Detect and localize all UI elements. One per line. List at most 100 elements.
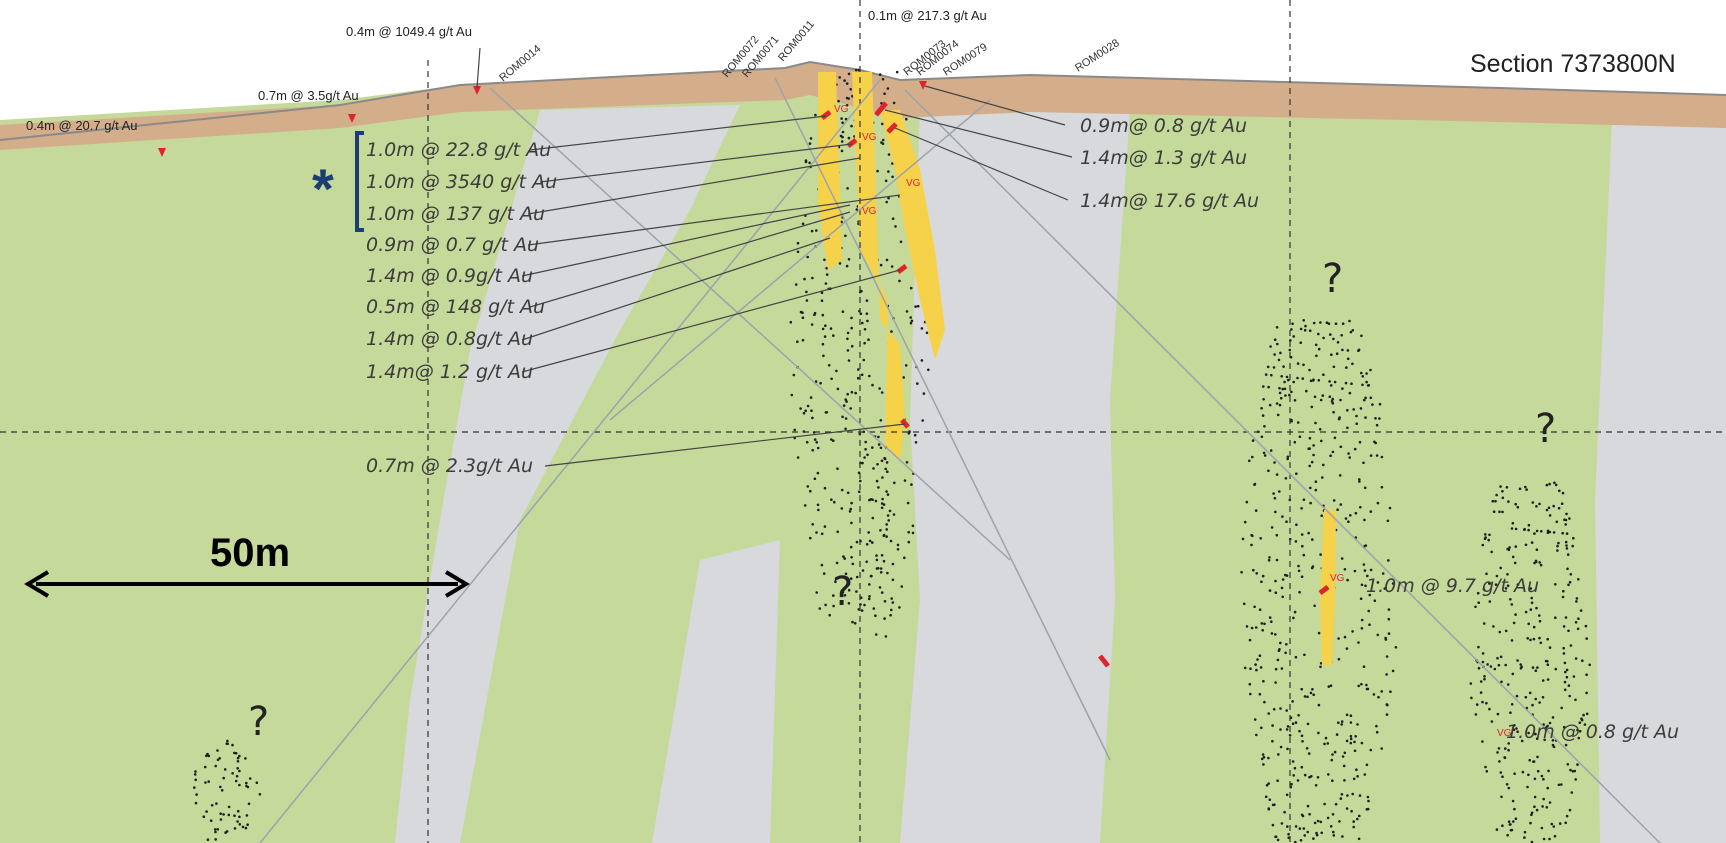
breccia-dot — [1501, 824, 1504, 827]
breccia-dot — [1557, 541, 1560, 545]
breccia-dot — [1308, 464, 1311, 468]
breccia-dot — [1302, 319, 1305, 322]
intercept-label: 1.0m @ 22.8 g/t Au — [366, 139, 551, 161]
breccia-dot — [887, 196, 890, 200]
breccia-dot — [1538, 614, 1541, 617]
breccia-dot — [1533, 532, 1536, 535]
breccia-dot — [1369, 568, 1373, 572]
breccia-dot — [876, 567, 880, 570]
breccia-dot — [1313, 821, 1317, 825]
breccia-dot — [1254, 509, 1258, 512]
breccia-dot — [1313, 604, 1316, 608]
breccia-dot — [207, 754, 211, 758]
breccia-dot — [1357, 684, 1360, 688]
breccia-dot — [1268, 403, 1272, 407]
breccia-dot — [1523, 836, 1526, 839]
breccia-dot — [1574, 698, 1577, 702]
intercept-label: 1.0m @ 137 g/t Au — [366, 203, 545, 225]
breccia-dot — [1281, 595, 1284, 599]
breccia-dot — [206, 838, 210, 841]
breccia-dot — [1547, 769, 1550, 773]
breccia-dot — [840, 507, 844, 510]
breccia-dot — [832, 594, 835, 597]
surface-intercept-label: 0.4m @ 20.7 g/t Au — [26, 118, 137, 133]
breccia-dot — [1281, 578, 1285, 581]
breccia-dot — [235, 774, 239, 778]
breccia-dot — [1347, 520, 1350, 523]
breccia-dot — [1331, 779, 1334, 782]
breccia-dot — [1303, 328, 1307, 332]
breccia-dot — [1251, 439, 1255, 442]
breccia-dot — [1302, 363, 1305, 367]
breccia-dot — [1275, 533, 1279, 537]
breccia-dot — [1316, 776, 1320, 779]
breccia-dot — [1260, 726, 1263, 730]
breccia-dot — [1567, 684, 1571, 687]
breccia-dot — [1363, 486, 1367, 490]
breccia-dot — [1252, 568, 1255, 572]
breccia-dot — [1319, 665, 1322, 669]
breccia-dot — [841, 415, 844, 419]
breccia-dot — [1501, 510, 1504, 514]
breccia-dot — [1565, 544, 1568, 547]
breccia-dot — [195, 793, 198, 796]
breccia-dot — [1556, 544, 1559, 548]
breccia-dot — [1476, 591, 1480, 595]
breccia-dot — [845, 82, 849, 85]
breccia-dot — [1576, 728, 1579, 732]
breccia-dot — [1531, 666, 1535, 669]
breccia-dot — [1369, 396, 1373, 400]
breccia-dot — [877, 486, 880, 489]
breccia-dot — [1479, 691, 1483, 694]
breccia-dot — [1346, 578, 1349, 582]
breccia-dot — [227, 813, 231, 817]
breccia-dot — [815, 441, 818, 444]
breccia-dot — [1348, 456, 1351, 459]
breccia-dot — [1299, 839, 1303, 842]
breccia-dot — [1564, 523, 1567, 526]
breccia-dot — [1507, 786, 1511, 790]
drill-traces — [259, 77, 1661, 843]
breccia-dot — [914, 441, 918, 444]
breccia-dot — [824, 324, 827, 328]
breccia-dot — [1520, 739, 1524, 743]
breccia-dot — [1240, 570, 1243, 574]
breccia-dot — [1317, 703, 1321, 707]
breccia-dot — [1530, 541, 1534, 544]
breccia-dot — [1301, 377, 1305, 380]
breccia-dot — [1260, 435, 1264, 439]
breccia-dot — [1354, 735, 1357, 738]
breccia-dot — [1552, 825, 1556, 828]
breccia-dot — [880, 391, 884, 394]
breccia-dot — [1336, 341, 1340, 344]
breccia-dot — [878, 387, 881, 390]
breccia-dot — [1291, 322, 1294, 326]
breccia-dot — [1310, 460, 1314, 464]
breccia-dot — [1576, 763, 1579, 766]
breccia-dot — [255, 781, 259, 784]
breccia-dot — [1268, 556, 1271, 559]
breccia-dot — [1270, 632, 1274, 635]
breccia-dot — [1305, 747, 1309, 750]
breccia-dot — [1585, 673, 1588, 676]
breccia-dot — [1572, 536, 1575, 540]
breccia-dot — [1260, 580, 1263, 584]
breccia-dot — [1283, 380, 1286, 384]
breccia-dot — [1333, 380, 1337, 384]
breccia-dot — [1565, 532, 1569, 535]
breccia-dot — [1273, 496, 1277, 500]
breccia-dot — [1529, 608, 1533, 611]
breccia-dot — [861, 461, 864, 465]
breccia-dot — [1569, 768, 1572, 772]
breccia-dot — [1268, 589, 1272, 592]
breccia-dot — [1506, 683, 1510, 686]
breccia-dot — [847, 359, 851, 362]
breccia-dot — [914, 305, 917, 308]
breccia-dot — [883, 92, 886, 95]
breccia-dot — [1308, 447, 1311, 450]
breccia-dot — [1481, 543, 1485, 547]
breccia-dot — [1261, 753, 1265, 756]
intercept-label: 1.4m@ 17.6 g/t Au — [1080, 190, 1259, 212]
breccia-dot — [846, 187, 849, 190]
breccia-dot — [885, 490, 888, 493]
